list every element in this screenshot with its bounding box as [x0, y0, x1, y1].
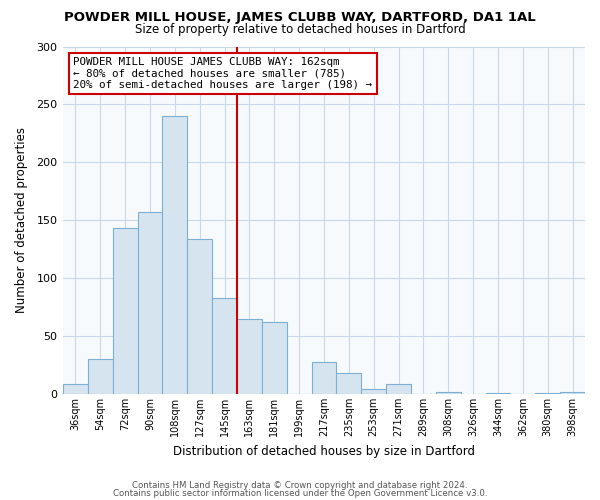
Bar	[237, 318, 262, 394]
Bar	[485, 393, 511, 394]
Bar	[88, 360, 113, 394]
Bar	[163, 116, 187, 394]
Bar	[187, 239, 212, 394]
Bar	[560, 392, 585, 394]
Bar	[113, 228, 137, 394]
Bar	[137, 212, 163, 394]
Bar	[436, 392, 461, 394]
Bar	[361, 390, 386, 394]
Bar	[212, 298, 237, 394]
Bar	[311, 362, 337, 394]
Bar	[262, 322, 287, 394]
X-axis label: Distribution of detached houses by size in Dartford: Distribution of detached houses by size …	[173, 444, 475, 458]
Text: POWDER MILL HOUSE, JAMES CLUBB WAY, DARTFORD, DA1 1AL: POWDER MILL HOUSE, JAMES CLUBB WAY, DART…	[64, 11, 536, 24]
Bar	[535, 393, 560, 394]
Bar	[386, 384, 411, 394]
Y-axis label: Number of detached properties: Number of detached properties	[15, 128, 28, 314]
Text: Size of property relative to detached houses in Dartford: Size of property relative to detached ho…	[134, 22, 466, 36]
Bar	[337, 373, 361, 394]
Bar	[63, 384, 88, 394]
Text: Contains public sector information licensed under the Open Government Licence v3: Contains public sector information licen…	[113, 488, 487, 498]
Text: Contains HM Land Registry data © Crown copyright and database right 2024.: Contains HM Land Registry data © Crown c…	[132, 481, 468, 490]
Text: POWDER MILL HOUSE JAMES CLUBB WAY: 162sqm
← 80% of detached houses are smaller (: POWDER MILL HOUSE JAMES CLUBB WAY: 162sq…	[73, 57, 373, 90]
